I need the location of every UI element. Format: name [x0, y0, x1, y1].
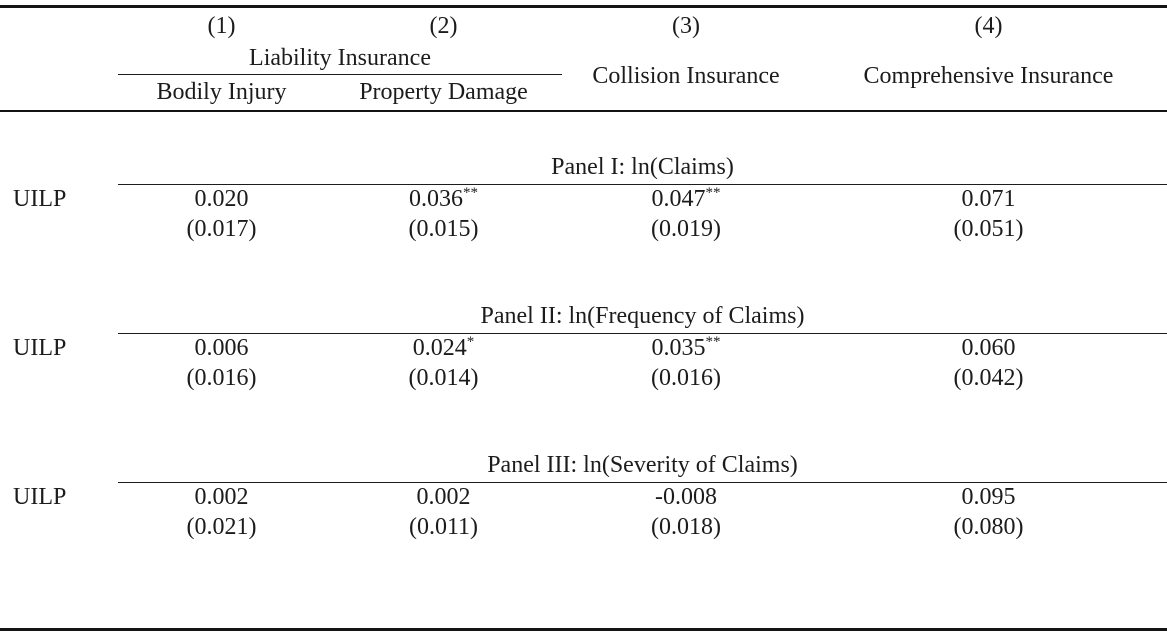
col-header-property-damage: Property Damage [325, 74, 562, 112]
empty-cell [0, 7, 118, 45]
se-cell: (0.015) [408, 216, 479, 243]
se-cell: (0.042) [953, 365, 1024, 392]
col-header-1: (1) [207, 12, 236, 39]
empty-cell [0, 298, 118, 334]
spacer-row [0, 544, 1167, 630]
coef-cell: 0.035** [651, 334, 721, 362]
se-cell: (0.018) [651, 514, 721, 541]
column-number-row: (1) (2) (3) (4) [0, 7, 1167, 45]
se-cell: (0.080) [953, 514, 1024, 541]
coef-cell: 0.002 [194, 484, 249, 511]
empty-cell [0, 447, 118, 483]
spacer-row [0, 111, 1167, 149]
significance-stars: ** [705, 185, 721, 202]
se-cell: (0.017) [186, 216, 257, 243]
se-cell: (0.016) [186, 365, 257, 392]
col-header-3: (3) [672, 12, 700, 39]
significance-stars: ** [705, 334, 721, 351]
se-cell: (0.051) [953, 216, 1024, 243]
significance-stars: * [466, 334, 475, 351]
panel-1-title: Panel I: ln(Claims) [118, 148, 1167, 185]
panel-2-title-row: Panel II: ln(Frequency of Claims) [0, 297, 1167, 334]
coef-cell: 0.020 [194, 186, 249, 213]
se-cell: (0.016) [651, 365, 721, 392]
coef-cell: 0.047** [651, 185, 721, 213]
row-label-uilp: UILP [13, 483, 67, 510]
group-header-liability: Liability Insurance [118, 44, 562, 75]
spacer-row [0, 246, 1167, 298]
se-cell: (0.019) [651, 216, 721, 243]
significance-stars: ** [463, 185, 478, 202]
se-cell: (0.014) [408, 365, 479, 392]
empty-cell [0, 74, 118, 112]
se-cell: (0.011) [408, 514, 479, 541]
panel-3-title: Panel III: ln(Severity of Claims) [118, 446, 1167, 483]
row-label-uilp: UILP [13, 334, 67, 361]
coef-cell: 0.024* [412, 334, 475, 362]
coef-cell: 0.006 [194, 335, 249, 362]
col-header-collision: Collision Insurance [562, 44, 810, 112]
panel-1-title-row: Panel I: ln(Claims) [0, 148, 1167, 185]
panel-3-title-row: Panel III: ln(Severity of Claims) [0, 446, 1167, 483]
panel-2-title: Panel II: ln(Frequency of Claims) [118, 297, 1167, 334]
regression-results-table: (1) (2) (3) (4) Liability Insurance Coll… [0, 5, 1167, 631]
coef-cell: 0.060 [961, 335, 1016, 362]
group-header-row: Liability Insurance Collision Insurance … [0, 44, 1167, 112]
panel-2-stderr-row: (0.016) (0.014) (0.016) (0.042) [0, 364, 1167, 395]
col-header-2: (2) [429, 12, 458, 39]
empty-cell [0, 215, 118, 246]
coef-cell: -0.008 [655, 484, 717, 511]
empty-cell [0, 364, 118, 395]
coef-cell: 0.095 [961, 484, 1016, 511]
coef-cell: 0.036** [409, 185, 478, 213]
panel-1-coefficient-row: UILP 0.020 0.036** 0.047** 0.071 [0, 185, 1167, 215]
empty-cell [0, 45, 118, 75]
panel-3-coefficient-row: UILP 0.002 0.002 -0.008 0.095 [0, 483, 1167, 513]
row-label-uilp: UILP [13, 185, 67, 212]
subcolumn-header-row: Bodily Injury Property Damage [0, 74, 1167, 112]
empty-cell [0, 149, 118, 185]
empty-cell [0, 513, 118, 544]
spacer-row [0, 395, 1167, 447]
panel-1-stderr-row: (0.017) (0.015) (0.019) (0.051) [0, 215, 1167, 246]
panel-2-coefficient-row: UILP 0.006 0.024* 0.035** 0.060 [0, 334, 1167, 364]
se-cell: (0.021) [186, 514, 257, 541]
panel-3-stderr-row: (0.021) (0.011) (0.018) (0.080) [0, 513, 1167, 544]
col-header-4: (4) [974, 12, 1003, 39]
col-header-bodily-injury: Bodily Injury [118, 74, 325, 112]
col-header-comprehensive: Comprehensive Insurance [810, 44, 1167, 112]
coef-cell: 0.002 [416, 484, 471, 511]
coef-cell: 0.071 [961, 186, 1016, 213]
